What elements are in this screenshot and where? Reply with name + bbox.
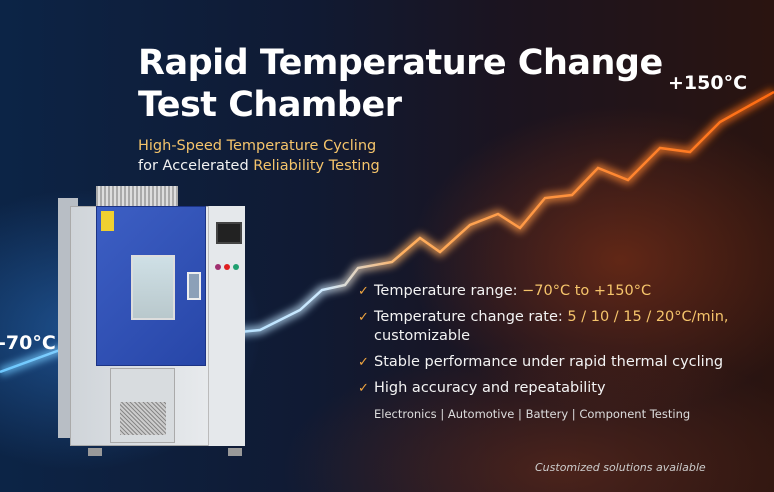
control-panel	[208, 206, 245, 446]
chamber-door	[96, 206, 206, 366]
low-temp-label: -70°C	[0, 332, 56, 354]
subtitle-line-1: High-Speed Temperature Cycling	[138, 138, 377, 154]
feature-item: ✓ Temperature range: −70°C to +150°C	[358, 283, 652, 299]
page-title: Rapid Temperature Change Test Chamber	[138, 42, 663, 126]
checkmark-icon: ✓	[358, 355, 369, 370]
subtitle-highlight: Reliability Testing	[253, 158, 380, 174]
lightning-core	[0, 90, 774, 374]
checkmark-icon: ✓	[358, 381, 369, 396]
viewing-window	[131, 255, 175, 320]
feature-item: ✓ Temperature change rate: 5 / 10 / 15 / …	[358, 309, 729, 344]
checkmark-icon: ✓	[358, 310, 369, 325]
feature-item: ✓ High accuracy and repeatability	[358, 380, 606, 396]
door-handle	[187, 272, 201, 300]
checkmark-icon: ✓	[358, 284, 369, 299]
title-line-2: Test Chamber	[138, 85, 402, 125]
top-vent	[96, 186, 178, 208]
subtitle: High-Speed Temperature Cycling for Accel…	[138, 136, 380, 176]
high-temp-label: +150°C	[668, 72, 748, 94]
footer-note: Customized solutions available	[535, 461, 706, 474]
warning-label	[101, 211, 114, 231]
title-line-1: Rapid Temperature Change	[138, 43, 663, 83]
subtitle-prefix: for Accelerated	[138, 158, 254, 174]
applications-list: Electronics | Automotive | Battery | Com…	[374, 407, 691, 421]
lower-panel	[110, 368, 175, 443]
touch-screen	[216, 222, 242, 244]
feature-list: ✓ Temperature range: −70°C to +150°C ✓ Tem…	[358, 282, 758, 405]
feature-item: ✓ Stable performance under rapid thermal …	[358, 354, 724, 370]
